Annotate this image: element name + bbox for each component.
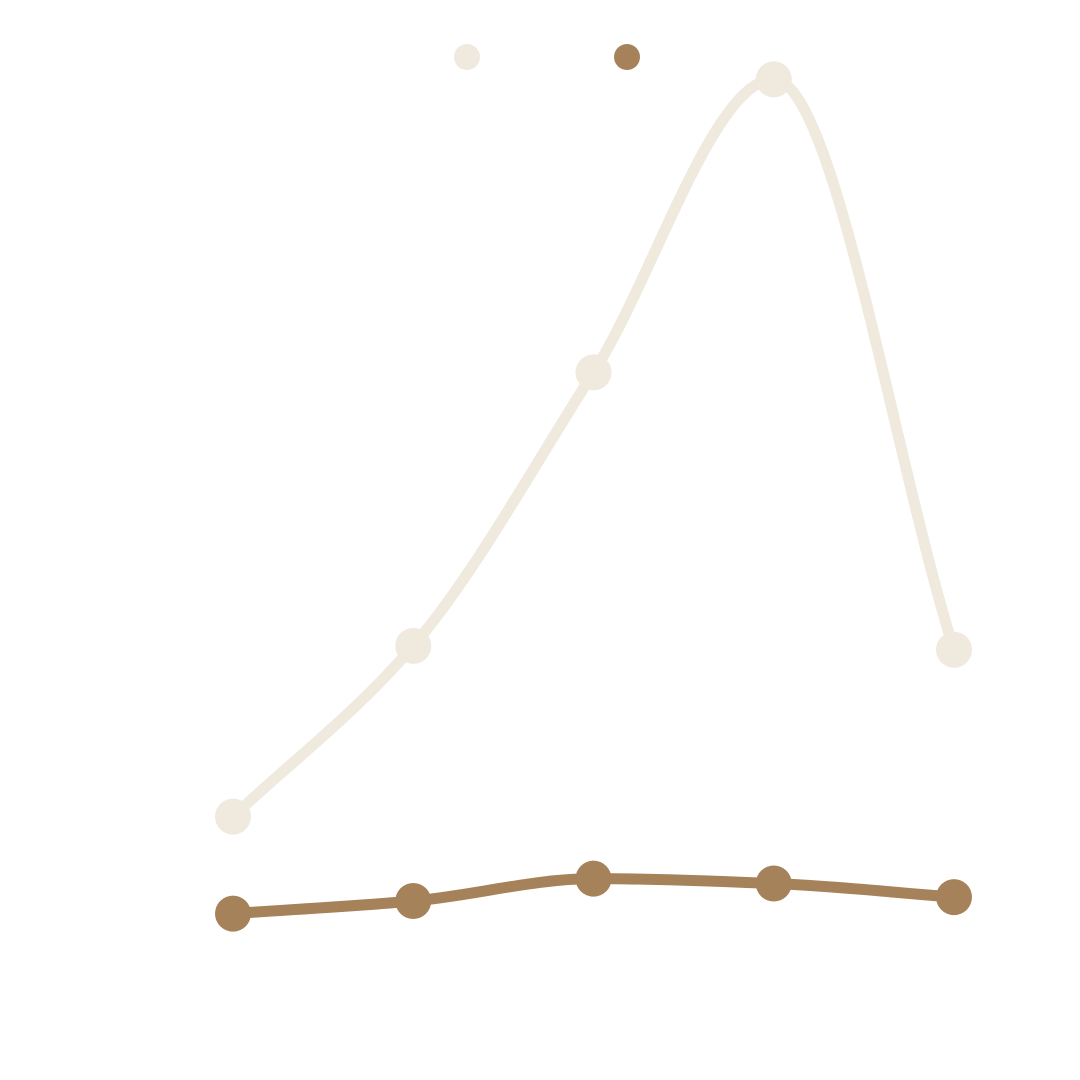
data-point-s0-3[interactable] (755, 61, 792, 98)
data-point-s0-1[interactable] (395, 627, 432, 664)
series-layer (215, 61, 972, 932)
data-point-s1-4[interactable] (936, 879, 972, 916)
legend-item-0[interactable] (454, 44, 480, 70)
legend-item-1[interactable] (614, 44, 640, 70)
data-point-s0-0[interactable] (215, 798, 251, 835)
data-point-s1-3[interactable] (755, 865, 792, 902)
legend-marker-0 (454, 44, 480, 70)
data-point-s1-0[interactable] (215, 895, 251, 932)
data-point-s1-1[interactable] (395, 882, 432, 919)
data-point-s1-2[interactable] (575, 860, 612, 897)
series-line-0 (227, 73, 960, 823)
data-point-s0-4[interactable] (936, 631, 972, 668)
data-point-s0-2[interactable] (575, 354, 612, 391)
legend-marker-1 (614, 44, 640, 70)
legend (454, 44, 640, 70)
